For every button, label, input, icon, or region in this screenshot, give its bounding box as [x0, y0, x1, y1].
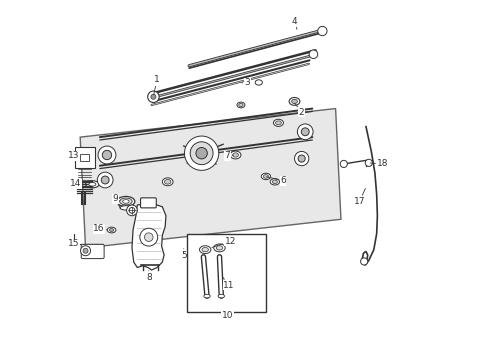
Circle shape [360, 258, 367, 265]
Circle shape [140, 228, 157, 246]
Circle shape [298, 155, 305, 162]
Text: 9: 9 [112, 194, 120, 203]
Text: 18: 18 [369, 159, 388, 168]
Bar [187, 234, 265, 312]
Circle shape [81, 246, 90, 256]
Ellipse shape [164, 180, 171, 184]
Circle shape [340, 160, 346, 167]
Ellipse shape [230, 151, 241, 159]
Circle shape [83, 248, 88, 253]
Polygon shape [132, 203, 165, 270]
Text: 11: 11 [223, 278, 234, 290]
Ellipse shape [237, 102, 244, 108]
Text: 5: 5 [181, 248, 186, 260]
FancyBboxPatch shape [75, 147, 95, 168]
Text: 13: 13 [68, 151, 80, 160]
Ellipse shape [120, 198, 132, 205]
Ellipse shape [216, 246, 222, 250]
Circle shape [126, 205, 137, 216]
Ellipse shape [122, 200, 129, 203]
Circle shape [97, 172, 113, 188]
Ellipse shape [120, 206, 131, 210]
Ellipse shape [85, 181, 99, 188]
Ellipse shape [109, 229, 114, 231]
Text: 15: 15 [68, 239, 80, 248]
Circle shape [294, 152, 308, 166]
Text: 14: 14 [70, 179, 84, 188]
Ellipse shape [199, 246, 210, 253]
Ellipse shape [162, 178, 173, 186]
Circle shape [365, 159, 372, 166]
Circle shape [317, 26, 326, 36]
Text: 1: 1 [153, 76, 160, 95]
Ellipse shape [263, 175, 268, 178]
Circle shape [147, 91, 159, 103]
Text: 6: 6 [266, 176, 285, 185]
Circle shape [184, 136, 218, 170]
Ellipse shape [238, 103, 243, 107]
Circle shape [101, 176, 109, 184]
FancyBboxPatch shape [140, 198, 156, 208]
Text: 8: 8 [145, 271, 151, 282]
Circle shape [196, 148, 207, 159]
Ellipse shape [291, 99, 297, 104]
Ellipse shape [273, 119, 283, 126]
Ellipse shape [202, 248, 208, 252]
Text: 16: 16 [93, 224, 106, 233]
Circle shape [190, 142, 213, 165]
Ellipse shape [88, 183, 96, 186]
Ellipse shape [272, 180, 277, 184]
Circle shape [144, 233, 153, 242]
Ellipse shape [261, 173, 270, 180]
Text: 12: 12 [211, 237, 235, 247]
Ellipse shape [218, 294, 224, 298]
Text: 4: 4 [291, 17, 297, 30]
Ellipse shape [107, 227, 116, 233]
Ellipse shape [203, 294, 210, 298]
Circle shape [308, 50, 317, 59]
Ellipse shape [255, 80, 262, 85]
Circle shape [301, 128, 308, 136]
Circle shape [151, 94, 156, 99]
Circle shape [102, 150, 111, 159]
Bar [80, 154, 88, 161]
Ellipse shape [270, 179, 279, 185]
Text: 10: 10 [221, 311, 233, 320]
Circle shape [129, 207, 135, 213]
Text: 3: 3 [241, 78, 250, 87]
Circle shape [98, 146, 116, 164]
Text: 7: 7 [224, 151, 233, 160]
Ellipse shape [117, 197, 135, 206]
Ellipse shape [288, 98, 299, 105]
Text: 17: 17 [353, 188, 365, 206]
FancyBboxPatch shape [81, 244, 104, 258]
Polygon shape [80, 109, 340, 248]
Ellipse shape [213, 244, 225, 252]
Ellipse shape [232, 153, 238, 157]
Text: 2: 2 [294, 103, 304, 117]
Ellipse shape [275, 121, 281, 125]
Circle shape [297, 124, 312, 140]
